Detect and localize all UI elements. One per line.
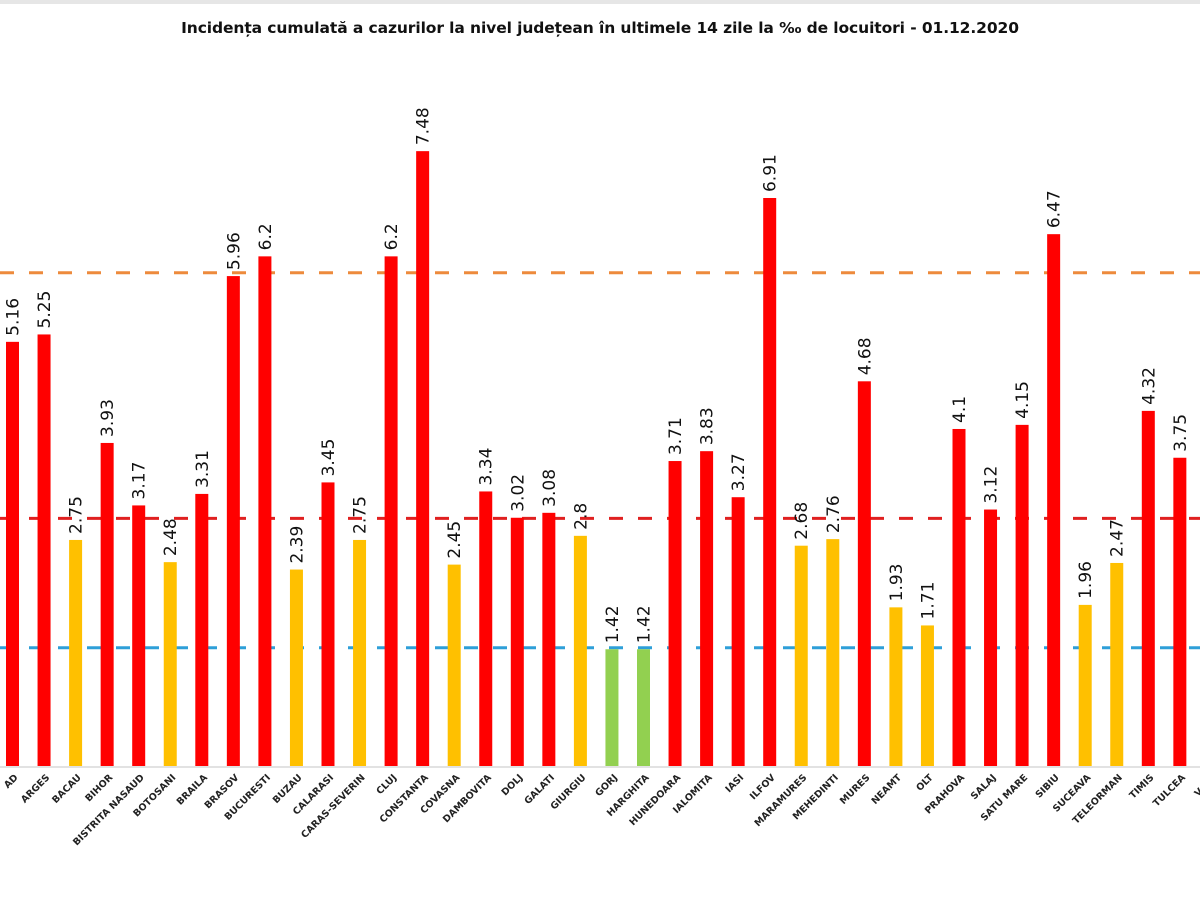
value-label: 3.71 <box>666 417 686 455</box>
bar-calarasi <box>321 482 335 766</box>
bar-neamt <box>889 607 903 766</box>
value-label: 3.93 <box>98 399 118 437</box>
value-label: 3.31 <box>193 450 213 488</box>
category-label: AD <box>2 772 21 791</box>
bar-prahova <box>952 428 966 766</box>
bar-iasi <box>731 497 745 766</box>
value-label: 3.45 <box>319 439 339 477</box>
value-label: 1.42 <box>603 605 623 643</box>
value-label: 3.02 <box>508 474 528 512</box>
bar-gorj <box>605 649 619 766</box>
bar-satu-mare <box>1015 424 1029 766</box>
category-label: SIBIU <box>1034 772 1062 800</box>
value-label: 3.34 <box>477 448 497 486</box>
value-label: 2.48 <box>161 518 181 556</box>
category-label: DOLJ <box>500 772 526 798</box>
bars <box>6 151 1187 767</box>
bar-braila <box>195 493 209 766</box>
value-label: 2.47 <box>1108 519 1128 557</box>
bar-bistrita-nasaud <box>132 505 146 766</box>
value-label: 2.76 <box>824 495 844 533</box>
bar-covasna <box>447 564 461 766</box>
bar-bacau <box>69 539 83 766</box>
value-label: 2.45 <box>445 521 465 559</box>
value-label: 3.27 <box>729 453 749 491</box>
bar-mures <box>857 381 871 766</box>
category-label: TULCEA <box>1151 772 1188 809</box>
value-label: 6.91 <box>761 154 781 192</box>
category-label: MURES <box>838 772 873 807</box>
category-label: BACAU <box>50 772 83 805</box>
bar-galati <box>542 512 556 766</box>
category-label: TIMIS <box>1128 772 1157 801</box>
bar-constanta <box>416 151 430 767</box>
bar-sibiu <box>1047 234 1061 766</box>
bar-arges <box>37 334 51 766</box>
bar-dambovita <box>479 491 493 766</box>
category-label: ARGES <box>19 772 52 805</box>
category-label: VALC <box>1193 772 1200 799</box>
category-label: CLUJ <box>375 772 400 797</box>
value-label: 1.42 <box>635 605 655 643</box>
bar-bihor <box>100 442 114 766</box>
bar-caras-severin <box>353 539 367 766</box>
category-label: ILFOV <box>748 772 778 802</box>
value-label: 6.47 <box>1045 190 1065 228</box>
value-label: 6.2 <box>256 223 276 250</box>
value-label: 6.2 <box>382 223 402 250</box>
bar-olt <box>920 625 934 766</box>
value-label: 5.16 <box>4 298 24 336</box>
top-border <box>0 0 1200 4</box>
category-label: NEAMT <box>870 772 905 807</box>
bar-tulcea <box>1173 457 1187 766</box>
bar-ialomita <box>700 451 714 766</box>
value-label: 2.39 <box>287 526 307 564</box>
value-label: 7.48 <box>414 107 434 145</box>
category-label: GORJ <box>593 772 620 799</box>
value-label: 3.17 <box>130 462 150 500</box>
bar-mehedinti <box>826 539 840 766</box>
bar-suceava <box>1078 604 1092 766</box>
bar-harghita <box>637 649 650 766</box>
value-label: 2.8 <box>571 503 591 530</box>
bar-arad <box>6 341 19 766</box>
bar-teleorman <box>1110 562 1124 766</box>
value-label: 4.68 <box>855 337 875 375</box>
bar-maramures <box>794 545 808 766</box>
category-label: IASI <box>723 772 746 795</box>
category-label: SALAJ <box>969 772 999 802</box>
value-label: 4.32 <box>1139 367 1159 405</box>
bar-salaj <box>984 509 998 766</box>
value-label: 2.75 <box>67 496 87 534</box>
value-label: 1.71 <box>918 582 938 620</box>
bar-cluj <box>384 256 398 766</box>
bar-dolj <box>510 517 524 766</box>
threshold-lines <box>0 271 1200 650</box>
value-label: 3.12 <box>982 466 1002 504</box>
chart-title: Incidența cumulată a cazurilor la nivel … <box>181 19 1019 37</box>
value-label: 4.15 <box>1013 381 1033 419</box>
value-label: 3.83 <box>698 407 718 445</box>
value-label: 5.25 <box>35 291 55 329</box>
value-label: 2.75 <box>351 496 371 534</box>
value-label: 2.68 <box>792 502 812 540</box>
value-label: 5.96 <box>224 232 244 270</box>
bar-brasov <box>226 276 240 766</box>
bar-buzau <box>289 569 303 766</box>
value-label: 1.93 <box>887 563 907 601</box>
value-labels: 5.16 5.25 2.75 3.93 3.17 2.48 3.31 5.96 6.2 2.39 3… <box>4 107 1191 643</box>
value-label: 3.75 <box>1171 414 1191 452</box>
value-label: 4.1 <box>950 396 970 423</box>
bar-hunedoara <box>668 461 682 766</box>
value-label: 1.96 <box>1076 561 1096 599</box>
bar-timis <box>1141 410 1155 766</box>
bar-bucuresti <box>258 256 272 766</box>
bar-giurgiu <box>573 535 587 766</box>
category-label: OLT <box>914 772 936 794</box>
value-label: 3.08 <box>540 469 560 507</box>
bar-ilfov <box>763 197 777 767</box>
bar-botosani <box>163 562 177 766</box>
